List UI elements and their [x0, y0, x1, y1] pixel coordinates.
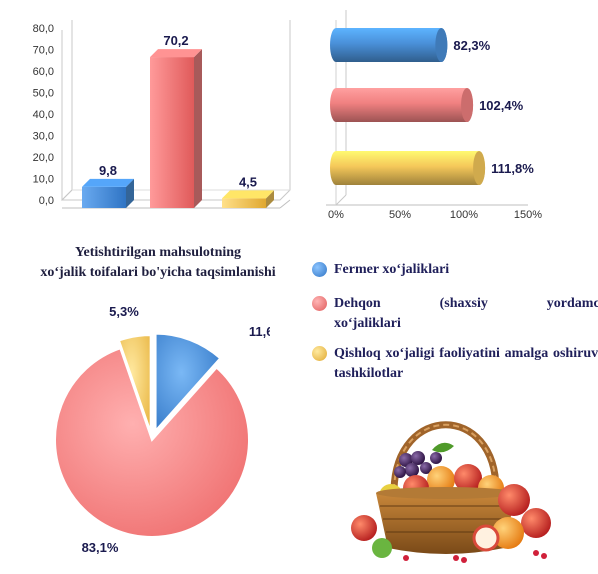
- pie-chart-title: Yetishtirilgan mahsulotning xo‘jalik toi…: [8, 243, 308, 283]
- column-chart: 0,0 10,0 20,0 30,0 40,0 50,0 60,0 70,0 80,0 9,8 7…: [33, 20, 291, 209]
- legend-item-dehqon: Dehqon (shaxsiy yordamchi) xo‘jaliklari: [312, 294, 598, 334]
- pie-slice: [117, 334, 152, 433]
- y-tick-label: 30,0: [33, 131, 54, 143]
- legend-label: Fermer xo‘jaliklari: [334, 262, 450, 277]
- y-tick-label: 20,0: [33, 152, 54, 164]
- pie-data-label: 5,3%: [109, 304, 139, 319]
- pie-chart: 11,6% 83,1% 5,3%: [54, 304, 270, 555]
- legend-label-line2: xo‘jaliklari: [334, 316, 401, 331]
- floor-side-edge: [279, 199, 291, 209]
- x-tick-label: 100%: [450, 209, 478, 221]
- columns: [82, 49, 274, 208]
- y-tick-label: 70,0: [33, 45, 54, 57]
- column-data-label: 9,8: [99, 163, 117, 178]
- column-bar: [82, 178, 134, 208]
- horizontal-bar-chart: 0% 50% 100% 150% 82,3% 102,4% 111,8%: [326, 10, 542, 221]
- cylinder-data-label: 111,8%: [491, 161, 534, 176]
- pie-data-labels: 11,6% 83,1% 5,3%: [82, 304, 270, 555]
- data-labels: 82,3% 102,4% 111,8%: [453, 38, 534, 176]
- y-tick-label: 10,0: [33, 174, 54, 186]
- pie-slice: [54, 347, 250, 538]
- floor-edge: [61, 189, 73, 201]
- x-tick-label: 50%: [389, 209, 411, 221]
- legend-marker-blue: [312, 262, 327, 277]
- cylinders: [330, 28, 486, 185]
- x-tick-labels: 0% 50% 100% 150%: [328, 209, 542, 221]
- y-tick-label: 60,0: [33, 66, 54, 78]
- cylinder-bar: [330, 28, 448, 62]
- legend-item-tashkilotlar: Qishloq xo‘jaligi faoliyatini amalga osh…: [312, 344, 598, 384]
- pie-data-label: 11,6%: [249, 324, 270, 339]
- column-data-label: 70,2: [163, 33, 188, 48]
- legend-marker-red: [312, 296, 327, 311]
- pie-slices: [54, 332, 250, 538]
- column-bar: [150, 49, 202, 208]
- pie-title-line1: Yetishtirilgan mahsulotning: [74, 245, 242, 260]
- x-tick-label: 0%: [328, 209, 344, 221]
- pie-title-line2: xo‘jalik toifalari bo'yicha taqsimlanish…: [40, 265, 276, 280]
- cylinder-data-label: 82,3%: [453, 38, 490, 53]
- cylinder-bar: [330, 151, 486, 185]
- legend-marker-yellow: [312, 346, 327, 361]
- column-data-label: 4,5: [239, 174, 257, 189]
- x-tick-label: 150%: [514, 209, 542, 221]
- data-labels: 9,8 70,2 4,5: [99, 33, 257, 189]
- fruit-basket-image: [351, 421, 551, 563]
- pie-slice: [154, 332, 222, 434]
- y-tick-label: 50,0: [33, 88, 54, 100]
- floor-edge: [335, 194, 347, 206]
- cylinder-data-label: 102,4%: [479, 98, 524, 113]
- legend-label-line1: Dehqon (shaxsiy yordamchi): [334, 296, 598, 311]
- y-tick-labels: 0,0 10,0 20,0 30,0 40,0 50,0 60,0 70,0 80,0: [33, 23, 54, 207]
- y-tick-label: 40,0: [33, 109, 54, 121]
- legend-item-fermer: Fermer xo‘jaliklari: [312, 260, 598, 280]
- pie-data-label: 83,1%: [82, 540, 119, 555]
- y-tick-label: 0,0: [39, 195, 54, 207]
- column-bar: [222, 190, 274, 208]
- cylinder-bar: [330, 88, 474, 122]
- y-tick-label: 80,0: [33, 23, 54, 35]
- legend-label: Qishloq xo‘jaligi faoliyatini amalga osh…: [334, 346, 598, 381]
